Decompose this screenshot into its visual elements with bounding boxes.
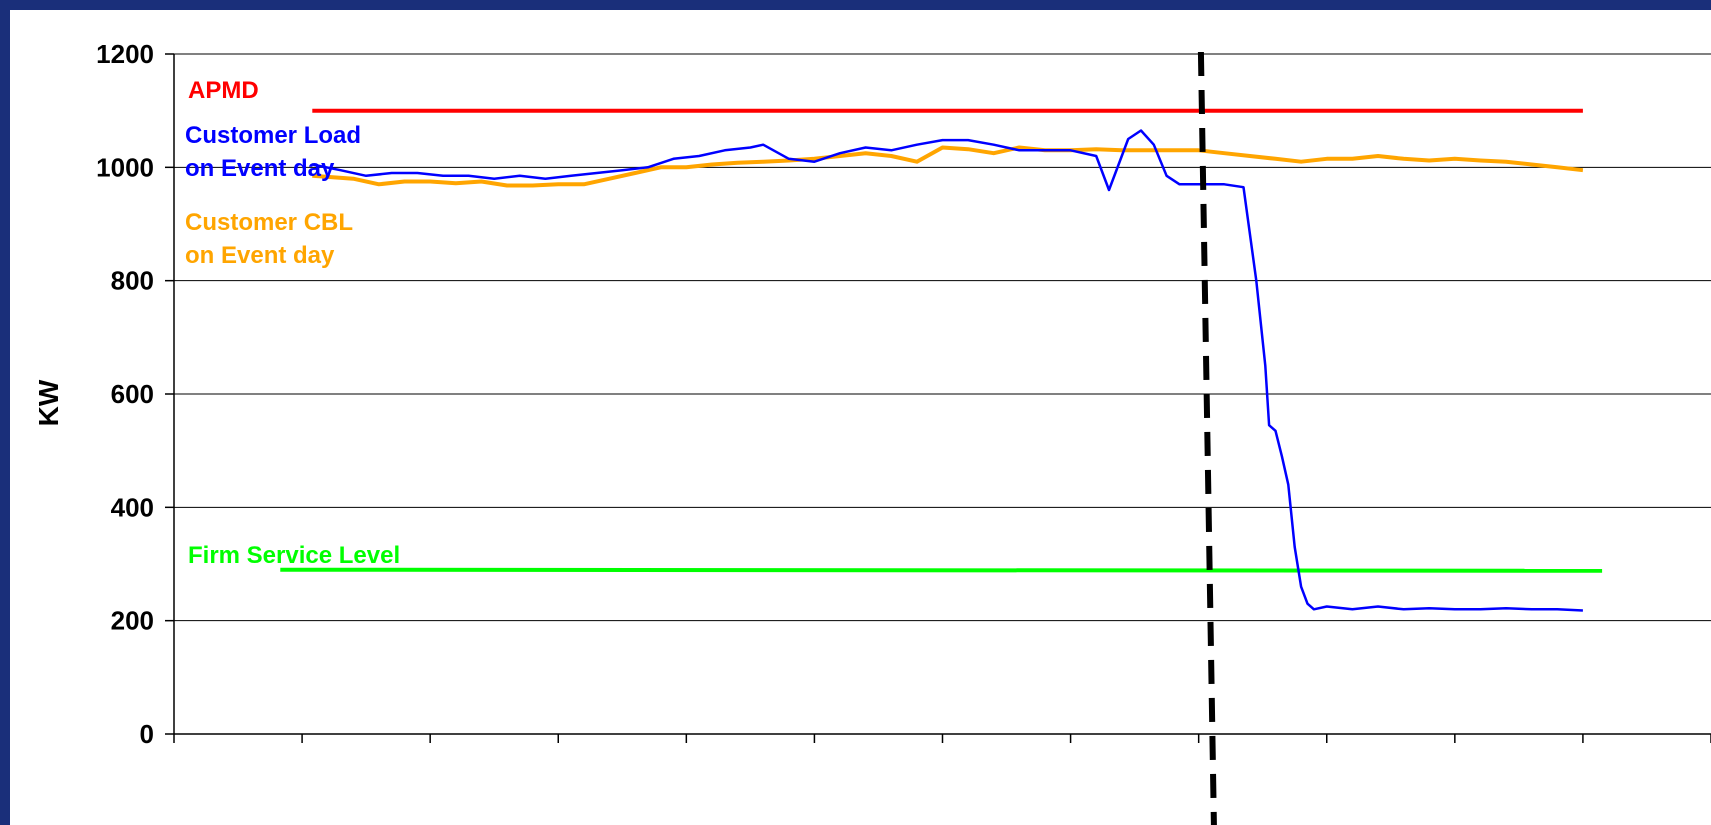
y-axis-label: KW (33, 379, 64, 426)
axes (165, 53, 1711, 743)
y-tick-label-200: 200 (111, 606, 154, 636)
series-layer (280, 108, 1603, 612)
firm-service-label: Firm Service Level (188, 542, 400, 569)
chart-frame: 0 200 400 600 800 1000 1200 KW APMD Customer L… (10, 10, 1711, 825)
series-line-cbl (312, 145, 1584, 188)
kw-load-chart: 0 200 400 600 800 1000 1200 KW APMD Customer L… (33, 39, 1711, 825)
load-label-line1: Customer Load (185, 122, 361, 149)
y-tick-label-400: 400 (111, 492, 154, 522)
y-tick-label-800: 800 (111, 266, 154, 296)
cbl-label-line2: on Event day (185, 242, 335, 269)
event-layer (1197, 51, 1217, 825)
cbl-label-line1: Customer CBL (185, 209, 353, 236)
gridlines (174, 53, 1711, 622)
y-tick-label-600: 600 (111, 379, 154, 409)
series-line-load (312, 129, 1583, 612)
y-tick-label-1200: 1200 (96, 39, 154, 69)
event-marker-line (1197, 51, 1217, 825)
load-label-line2: on Event day (185, 155, 335, 182)
y-tick-label-0: 0 (140, 719, 154, 749)
y-tick-label-1000: 1000 (96, 152, 154, 182)
series-line-firm (280, 567, 1603, 573)
apmd-label: APMD (188, 77, 259, 104)
labels: 0 200 400 600 800 1000 1200 (96, 39, 154, 749)
